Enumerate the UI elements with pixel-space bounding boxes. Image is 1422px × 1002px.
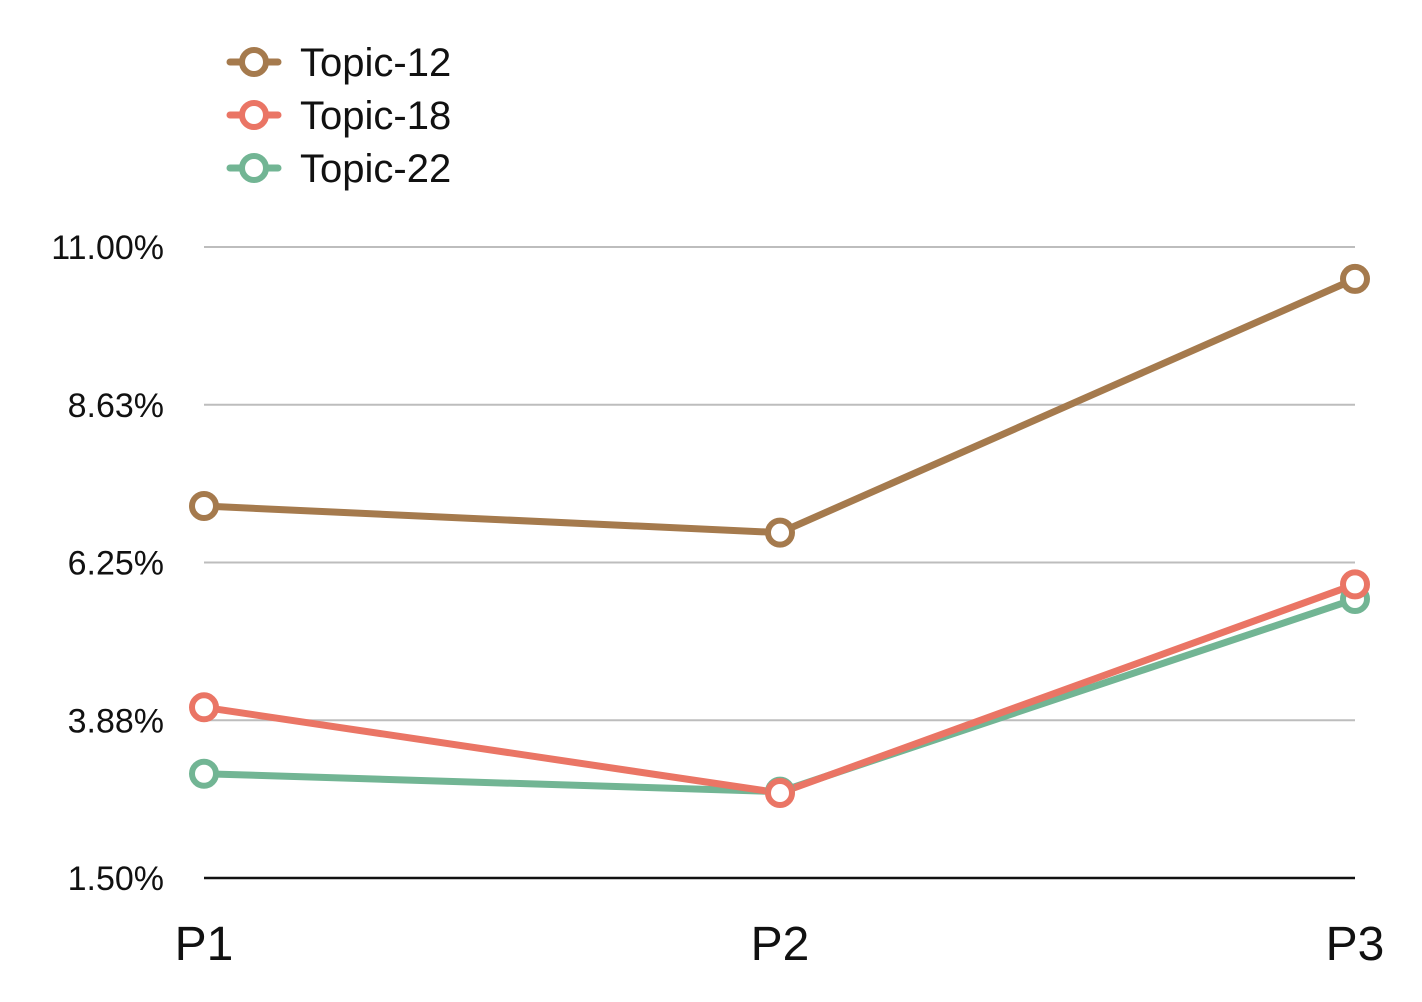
series-line	[200, 595, 1359, 796]
series-topic-22	[200, 595, 1359, 796]
legend-item: Topic-18	[226, 94, 451, 138]
y-tick-label: 6.25%	[68, 545, 164, 583]
x-tick-label: P1	[175, 918, 234, 971]
series-line	[200, 580, 1359, 797]
data-point	[189, 758, 219, 789]
x-tick-label: P2	[751, 918, 810, 971]
legend-item: Topic-12	[226, 41, 451, 85]
data-point	[189, 692, 219, 723]
legend: Topic-12 Topic-18 Topic-22	[226, 41, 451, 191]
legend-marker	[239, 100, 269, 130]
data-point	[765, 517, 795, 548]
legend-item: Topic-22	[226, 147, 451, 191]
legend-marker	[239, 47, 269, 77]
y-tick-label: 3.88%	[68, 702, 164, 740]
x-tick-label: P3	[1326, 918, 1385, 971]
y-tick-label: 11.00%	[51, 229, 164, 267]
y-tick-label: 1.50%	[68, 860, 164, 898]
gridlines	[204, 246, 1355, 722]
legend-label: Topic-12	[300, 41, 451, 85]
series	[189, 263, 1370, 808]
data-point	[189, 491, 219, 522]
data-point	[1340, 569, 1370, 600]
legend-label: Topic-22	[300, 147, 451, 191]
series-topic-18	[200, 580, 1359, 797]
data-point	[765, 777, 795, 808]
axes: 1.50% 3.88% 6.25% 8.63% 11.00% P1 P2 P3	[51, 229, 1384, 971]
legend-marker	[239, 153, 269, 183]
legend-label: Topic-18	[300, 94, 451, 138]
data-point	[1340, 263, 1370, 294]
y-tick-label: 8.63%	[68, 387, 164, 425]
